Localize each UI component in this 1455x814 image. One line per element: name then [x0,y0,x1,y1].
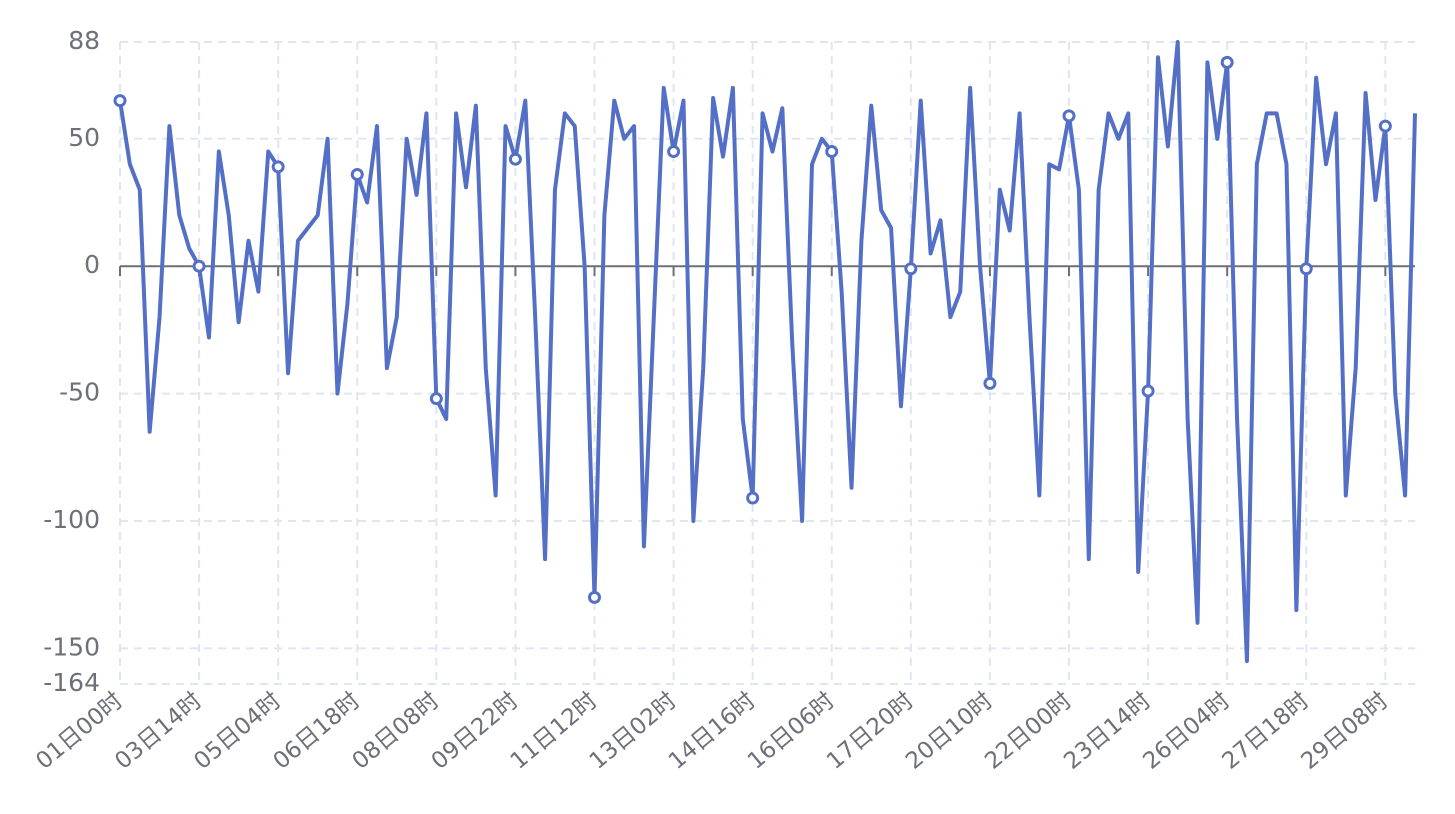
point-marker [1220,55,1234,69]
x-tick-label: 23日14时 [1059,688,1156,775]
point-marker [588,590,602,604]
x-tick-label: 17日20时 [822,688,919,775]
x-tick-label: 13日02时 [585,688,682,775]
point-marker [1299,262,1313,276]
point-marker [113,94,127,108]
point-marker [192,259,206,273]
y-tick-label: -100 [43,505,100,534]
x-tick-label: 08日08时 [348,688,445,775]
point-marker [429,392,443,406]
y-tick-label: -164 [43,668,100,697]
x-tick-label: 26日04时 [1138,688,1235,775]
y-tick-label: 0 [84,250,100,279]
point-marker [667,145,681,159]
point-marker [746,491,760,505]
point-marker [904,262,918,276]
point-marker [1062,109,1076,123]
x-tick-label: 11日12时 [506,688,603,775]
y-tick-label: 88 [68,26,100,55]
point-marker [825,145,839,159]
point-marker [271,160,285,174]
x-tick-label: 29日08时 [1297,688,1394,775]
point-marker [983,376,997,390]
x-tick-label: 27日18时 [1217,688,1314,775]
x-tick-label: 09日22时 [427,688,524,775]
x-tick-label: 16日06时 [743,688,840,775]
x-tick-label: 03日14时 [110,688,207,775]
x-tick-label: 14日16时 [664,688,761,775]
point-marker [1141,384,1155,398]
y-tick-label: 50 [68,123,100,152]
x-tick-label: 22日00时 [980,688,1077,775]
point-marker [1378,119,1392,133]
x-tick-label: 01日00时 [31,688,128,775]
point-marker [350,167,364,181]
x-tick-label: 20日10时 [901,688,998,775]
x-tick-label: 05日04时 [189,688,286,775]
y-tick-label: -150 [43,632,100,661]
y-tick-label: -50 [59,378,100,407]
x-tick-label: 06日18时 [268,688,365,775]
point-marker [508,152,522,166]
series-line [118,40,1417,664]
